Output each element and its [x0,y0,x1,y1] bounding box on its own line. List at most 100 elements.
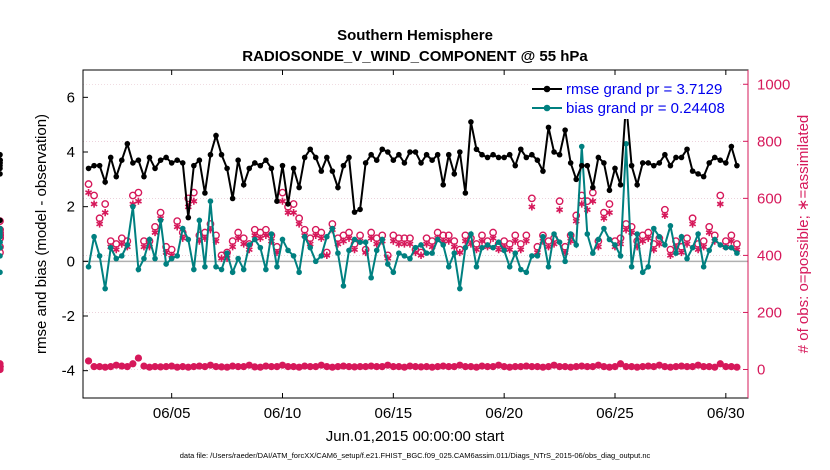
obs-low-point [367,362,375,370]
x-tick-label: 06/05 [153,405,191,422]
rmse-point [246,165,253,172]
rmse-point [601,160,607,166]
obs-low-point [544,363,553,371]
rmse-point [124,141,131,147]
obs-assimilated-point [655,240,663,248]
obs-low-point [378,363,386,371]
rmse-point [628,162,635,169]
obs-low-point [145,363,154,371]
obs-low-point [362,363,370,371]
bias-point [368,274,374,281]
bias-point [540,233,546,240]
obs-assimilated-point [544,243,553,251]
y2-tick-label: 200 [757,304,782,321]
bias-point [578,143,585,150]
obs-low-point [528,363,536,371]
rmse-point [639,160,646,166]
legend-box [528,77,738,119]
obs-low-point [589,363,597,371]
bias-point [590,250,596,256]
obs-assimilated-point [367,234,375,242]
bias-point [218,266,225,273]
obs-low-point [201,363,209,371]
x-tick-label: 06/10 [264,405,302,422]
rmse-point [102,179,108,185]
obs-assimilated-point [190,197,198,205]
bias-point [85,264,92,270]
obs-assimilated-point [478,237,486,245]
data-file-note: data file: /Users/raeder/DAI/ATM_forcXX/… [180,451,651,460]
obs-possible-point [583,197,592,206]
bias-point [462,244,469,251]
obs-possible-point [0,217,4,226]
obs-assimilated-point [689,220,697,228]
rmse-point [390,157,397,163]
obs-low-point [295,363,303,371]
rmse-point [163,154,169,161]
obs-assimilated-point [278,197,287,205]
rmse-point [462,190,469,196]
bias-point [650,225,657,232]
bias-point [623,141,629,147]
obs-low-point [350,363,359,371]
rmse-point [351,209,358,215]
obs-low-point [184,363,192,371]
rmse-point [551,149,557,155]
rmse-point [479,151,485,158]
rmse-point [368,151,374,158]
obs-possible-point [0,248,4,257]
rmse-point [440,182,447,188]
bias-point [396,250,402,256]
rmse-point [0,151,3,158]
obs-low-point [495,361,503,369]
obs-low-point [289,363,298,371]
obs-low-point [578,362,586,370]
obs-low-point [162,363,170,371]
obs-possible-point [0,228,4,237]
bias-point [495,239,502,245]
bias-point [512,250,519,256]
obs-low-point [688,363,697,371]
rmse-point [85,165,92,172]
rmse-point [146,154,153,161]
bias-markers [0,141,740,292]
rmse-point [562,127,568,133]
obs-assimilated-point [683,240,691,248]
rmse-point [695,171,701,177]
obs-possible-point [90,191,98,200]
bias-point [628,264,635,270]
obs-assimilated-point [495,246,503,254]
bias-point [517,266,524,273]
obs-low-point [483,363,492,371]
y2-tick-label: 800 [757,133,782,150]
obs-low-point [616,360,625,368]
obs-low-point [356,363,364,371]
obs-low-point [666,363,675,371]
obs-low-point [655,361,663,369]
obs-assimilated-point [589,197,597,205]
obs-low-point [251,363,259,371]
bias-point [179,225,186,232]
obs-low-point [96,363,104,371]
bias-point [113,255,120,262]
bias-point [457,285,463,292]
obs-low-point [722,363,730,371]
bias-point [290,253,297,259]
obs-assimilated-point [661,211,669,220]
obs-low-point [611,363,619,371]
rmse-point [473,146,480,153]
rmse-point [196,157,203,163]
series-layer [0,100,741,374]
bias-point [678,233,685,240]
rmse-point [662,151,668,158]
x-tick-label: 06/20 [485,405,523,422]
obs-possible-point [555,197,564,206]
y2-tick-label: 600 [757,190,782,207]
obs-low-point [317,361,325,369]
rmse-point [185,214,192,221]
rmse-point [257,162,264,169]
obs-possible-point [0,225,4,234]
rmse-point [584,162,591,169]
bias-point [667,223,674,229]
obs-low-point [112,361,120,369]
